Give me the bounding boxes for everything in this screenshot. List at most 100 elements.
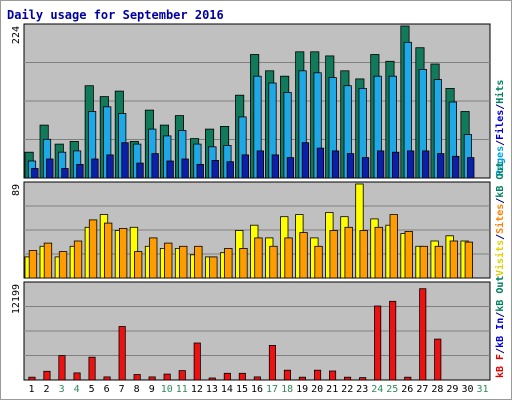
bar-kb-f-day-27 xyxy=(419,288,427,381)
bar-sites-day-7 xyxy=(119,227,128,279)
panel-2: 89 Visits/Sites/kB Out xyxy=(11,162,506,279)
bar-pages-day-11 xyxy=(181,158,189,179)
bar-sites-day-16 xyxy=(254,237,263,279)
bar-pages-day-5 xyxy=(91,158,99,179)
bar-pages-day-1 xyxy=(31,168,39,179)
bar-pages-day-6 xyxy=(106,154,114,179)
legend-item: Files xyxy=(494,110,506,140)
bar-pages-day-18 xyxy=(286,157,295,179)
bar-kb-f-day-18 xyxy=(283,369,291,381)
day-label: 5 xyxy=(89,384,95,395)
day-label: 2 xyxy=(43,384,49,395)
bar-kb-f-day-5 xyxy=(88,356,96,381)
bar-pages-day-10 xyxy=(166,160,174,179)
bar-kb-f-day-13 xyxy=(208,377,216,381)
bar-sites-day-24 xyxy=(374,226,383,279)
panel-legend: Visits/Sites/kB Out xyxy=(494,162,506,276)
day-label: 28 xyxy=(431,384,443,395)
y-max-label: 12199 xyxy=(11,284,22,314)
day-label: 8 xyxy=(134,384,140,395)
day-label: 1 xyxy=(28,384,34,395)
bar-sites-day-26 xyxy=(404,231,413,279)
bar-sites-day-5 xyxy=(88,219,98,279)
bar-pages-day-13 xyxy=(211,159,219,179)
day-label: 19 xyxy=(296,384,308,395)
bar-pages-day-30 xyxy=(467,157,475,179)
legend-item: Sites xyxy=(494,204,506,234)
day-label: 3 xyxy=(59,384,65,395)
bar-sites-day-11 xyxy=(179,245,188,279)
bar-sites-day-18 xyxy=(284,237,293,279)
day-label: 27 xyxy=(416,384,428,395)
day-label: 4 xyxy=(74,384,80,395)
bar-kb-f-day-6 xyxy=(103,376,111,381)
bar-pages-day-22 xyxy=(346,153,355,179)
legend-item: kB Out xyxy=(495,276,506,312)
day-label: 10 xyxy=(161,384,173,395)
bar-pages-day-29 xyxy=(452,155,460,179)
bar-pages-day-21 xyxy=(331,150,340,179)
bar-pages-day-28 xyxy=(437,153,445,179)
bar-pages-day-14 xyxy=(226,161,234,179)
bar-sites-day-20 xyxy=(314,245,323,279)
day-label: 16 xyxy=(251,384,263,395)
bar-pages-day-25 xyxy=(391,151,400,179)
day-label: 22 xyxy=(341,384,353,395)
bar-pages-day-7 xyxy=(121,142,129,179)
bar-kb-f-day-28 xyxy=(434,338,442,381)
day-label: 23 xyxy=(356,384,368,395)
day-label: 24 xyxy=(371,384,383,395)
bar-sites-day-12 xyxy=(194,245,203,279)
bar-sites-day-15 xyxy=(239,247,248,279)
bar-sites-day-25 xyxy=(389,214,398,279)
legend-item: / xyxy=(495,104,506,110)
bar-sites-day-21 xyxy=(329,230,338,279)
bar-pages-day-3 xyxy=(61,168,69,179)
day-label: 25 xyxy=(386,384,398,395)
legend-item: kB Out xyxy=(495,162,506,198)
day-label: 11 xyxy=(176,384,188,395)
bar-kb-f-day-19 xyxy=(298,376,306,381)
legend-item: / xyxy=(495,312,506,318)
legend-item: / xyxy=(495,348,506,354)
day-label: 13 xyxy=(206,384,218,395)
bar-sites-day-30 xyxy=(464,241,474,279)
bar-kb-f-day-21 xyxy=(328,370,337,381)
bar-sites-day-13 xyxy=(209,256,218,279)
day-label: 20 xyxy=(311,384,323,395)
bar-kb-f-day-26 xyxy=(404,376,412,381)
bar-pages-day-20 xyxy=(316,147,325,179)
day-label: 6 xyxy=(104,384,110,395)
legend-item: Hits xyxy=(494,80,506,104)
bar-pages-day-16 xyxy=(256,150,265,179)
legend-item: kB F xyxy=(495,354,506,378)
bar-kb-f-day-15 xyxy=(238,372,246,381)
bar-sites-day-29 xyxy=(449,240,459,279)
bar-kb-f-day-12 xyxy=(193,342,201,381)
bar-pages-day-4 xyxy=(76,163,84,179)
bar-pages-day-23 xyxy=(361,157,370,179)
y-max-label: 89 xyxy=(11,184,22,196)
panel-legend: kB F/kB In/kB Out xyxy=(495,276,506,378)
bar-sites-day-1 xyxy=(28,250,38,279)
day-label: 12 xyxy=(191,384,203,395)
bar-sites-day-3 xyxy=(58,251,68,279)
bar-kb-f-day-25 xyxy=(389,300,397,381)
day-label: 9 xyxy=(149,384,155,395)
bar-kb-f-day-14 xyxy=(223,372,231,381)
bar-kb-f-day-3 xyxy=(58,355,66,381)
day-label: 30 xyxy=(461,384,473,395)
bar-pages-day-19 xyxy=(301,142,310,179)
bar-pages-day-12 xyxy=(196,163,204,179)
bar-kb-f-day-9 xyxy=(148,376,156,381)
bar-kb-f-day-11 xyxy=(178,370,186,381)
legend-item: / xyxy=(495,140,506,146)
bar-kb-f-day-24 xyxy=(374,305,382,381)
bar-sites-day-14 xyxy=(224,247,233,279)
bar-sites-day-22 xyxy=(344,226,353,279)
bar-kb-f-day-10 xyxy=(163,373,171,381)
bar-sites-day-8 xyxy=(133,251,143,279)
day-label: 31 xyxy=(476,384,488,395)
